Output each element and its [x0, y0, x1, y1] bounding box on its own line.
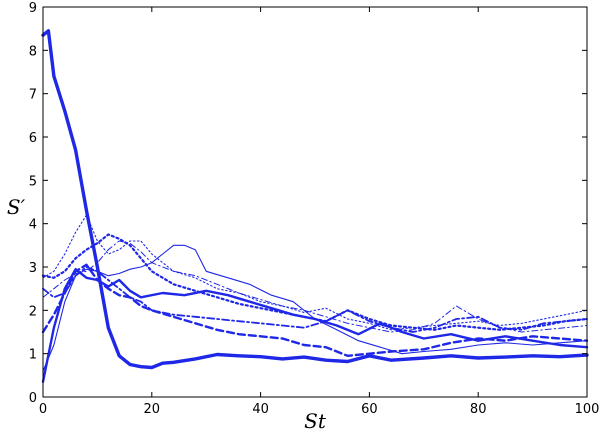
x-tick-label: 0: [39, 402, 47, 417]
x-tick-label: 60: [361, 402, 378, 417]
series-line-3: [42, 244, 588, 372]
series-line-5: [42, 266, 588, 333]
series-line-6: [41, 233, 589, 331]
y-tick-label: 8: [29, 44, 37, 59]
series-line-2: [41, 268, 589, 383]
y-tick-label: 4: [29, 218, 37, 233]
x-tick-label: 20: [144, 402, 161, 417]
x-tick-label: 40: [252, 402, 269, 417]
series-line-1: [41, 29, 589, 370]
series-line-4: [41, 263, 589, 357]
ticks-layer: 0 20 40 60 80 100 0 1 2 3 4 5 6 7 8 9: [29, 1, 600, 417]
y-tick-label: 5: [29, 174, 37, 189]
series-line-7: [42, 214, 588, 331]
series-layer: [41, 29, 589, 383]
x-tick-label: 80: [470, 402, 487, 417]
y-tick-label: 0: [29, 391, 37, 406]
y-tick-label: 3: [29, 261, 37, 276]
y-axis-label: S′: [7, 195, 26, 219]
x-axis-label: St: [304, 409, 327, 433]
y-tick-label: 6: [29, 131, 37, 146]
x-tick-label: 100: [575, 402, 600, 417]
y-tick-label: 9: [29, 1, 37, 16]
y-tick-label: 1: [29, 348, 37, 363]
y-tick-label: 2: [29, 304, 37, 319]
plot-background: [43, 7, 587, 397]
plot-frame: [42, 6, 588, 398]
y-tick-label: 7: [29, 88, 37, 103]
series-line-8: [42, 240, 588, 333]
